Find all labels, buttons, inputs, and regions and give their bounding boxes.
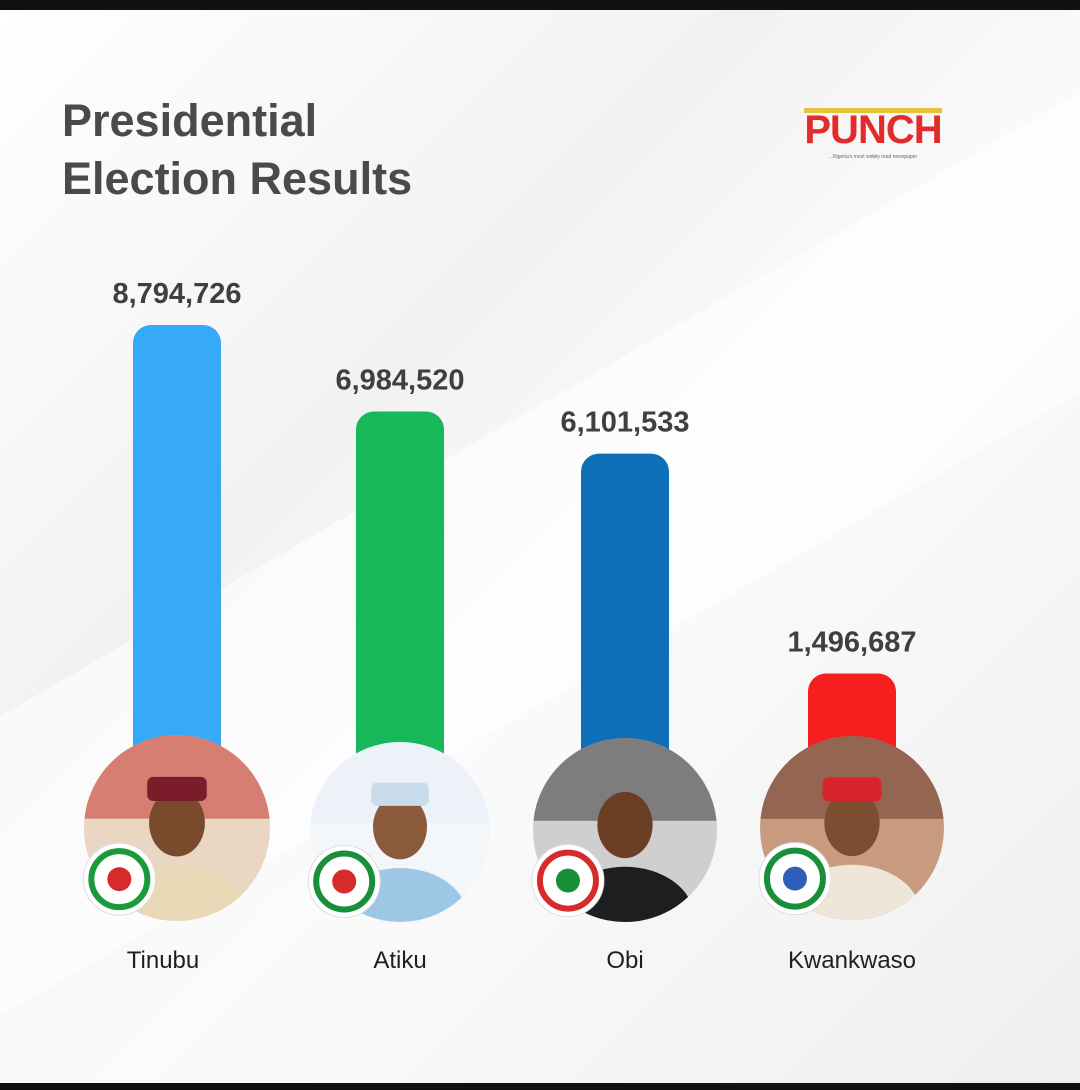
bar-atiku [356,411,444,775]
portrait-kwankwaso [758,736,944,920]
pdp-logo [307,845,381,918]
nnpp-logo [758,842,832,916]
value-label-kwankwaso: 1,496,687 [787,627,916,659]
name-label-tinubu: Tinubu [127,947,200,974]
portrait-cap [822,777,882,802]
portrait-face [597,791,653,859]
logo-tagline: ...Nigeria's most widely read newspaper [828,154,918,160]
logo-ring [763,847,826,910]
name-label-obi: Obi [606,947,643,974]
logo-center [782,866,807,891]
logo-wordmark: PUNCH [804,108,942,152]
title-line-1: Presidential [62,95,318,146]
value-label-atiku: 6,984,520 [335,364,464,396]
logo-center [107,867,132,892]
bar-obi [581,453,669,775]
name-label-atiku: Atiku [373,947,426,974]
logo-center [555,868,580,893]
logo-ring [88,848,151,911]
logo-center [332,869,357,894]
portrait-atiku [307,742,490,922]
logo-stripe [804,108,942,113]
title-line-2: Election Results [62,153,413,204]
value-label-tinubu: 8,794,726 [112,278,241,310]
portrait-obi [531,738,717,922]
logo-ring [536,849,599,912]
bar-tinubu [133,325,221,775]
lp-logo [531,844,605,918]
portrait-cap [147,776,207,802]
portrait-face [149,789,205,857]
page-title: Presidential Election Results [62,92,412,208]
name-label-kwankwaso: Kwankwaso [788,947,916,974]
value-label-obi: 6,101,533 [560,407,689,439]
portrait-face [373,794,427,860]
punch-logo: PUNCH ...Nigeria's most widely read news… [798,102,948,164]
portrait-face [824,789,880,857]
portrait-cap [371,782,429,806]
logo-ring [313,850,376,913]
portrait-tinubu [82,735,270,921]
apc-logo [82,842,156,916]
